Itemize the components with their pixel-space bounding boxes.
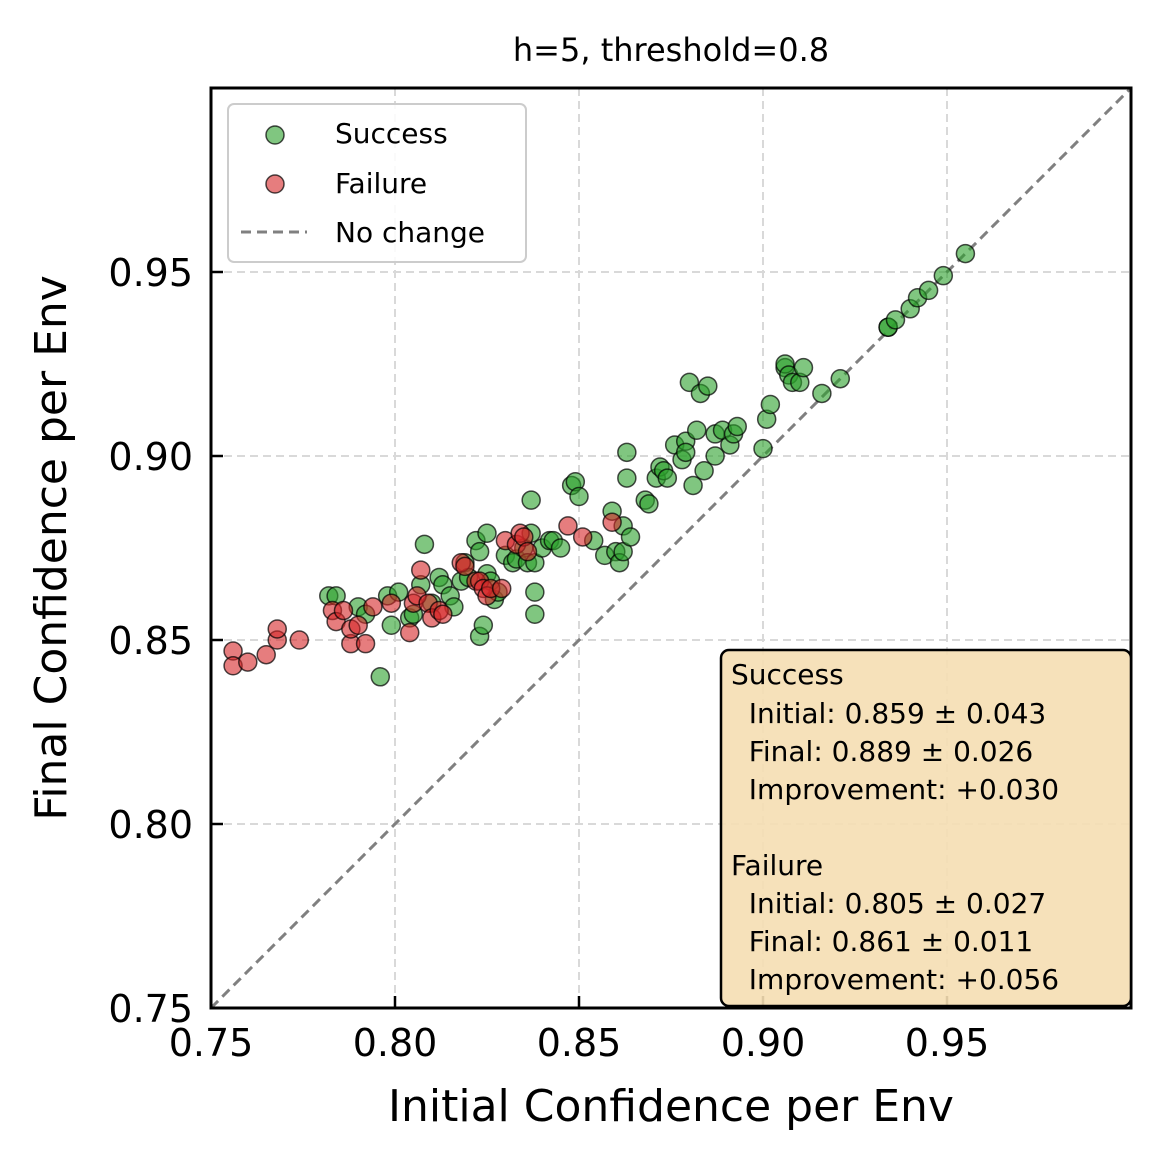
x-tick-label: 0.85 (537, 1021, 622, 1065)
plot-frame (209, 86, 1133, 1010)
legend-success-label: Success (335, 117, 448, 150)
stats-failure-initial: Initial: 0.805 ± 0.027 (731, 887, 1046, 920)
y-tick-label: 0.90 (108, 435, 193, 479)
x-tick-label: 0.90 (721, 1021, 806, 1065)
stats-box: Success Initial: 0.859 ± 0.043 Final: 0.… (719, 648, 1133, 1008)
x-tick-label: 0.75 (169, 1021, 254, 1065)
success-point (727, 416, 747, 437)
chart-title: h=5, threshold=0.8 (513, 31, 829, 69)
stats-success-final: Final: 0.889 ± 0.026 (731, 735, 1033, 768)
success-point (812, 383, 832, 404)
legend-box (227, 103, 527, 263)
success-point (830, 368, 851, 389)
success-point (477, 523, 497, 544)
success-point (617, 442, 637, 463)
failure-point (363, 597, 383, 617)
stats-failure-heading: Failure (731, 849, 823, 882)
legend-failure-marker (265, 174, 285, 194)
stats-failure-improvement: Improvement: +0.056 (731, 963, 1059, 996)
success-point (657, 468, 678, 488)
success-point (639, 494, 659, 514)
stats-box-background (719, 648, 1133, 1008)
success-point (705, 446, 725, 466)
data-points (223, 243, 976, 687)
failure-point (381, 593, 402, 613)
success-point (381, 615, 402, 636)
success-point (473, 615, 494, 636)
series-success (319, 243, 976, 687)
stats-success-improvement: Improvement: +0.030 (731, 773, 1059, 806)
y-tick-label: 0.85 (108, 619, 193, 663)
stats-failure-final: Final: 0.861 ± 0.011 (731, 925, 1033, 958)
success-point (687, 420, 707, 440)
y-tick-labels: 0.75 0.80 0.85 0.90 0.95 (108, 251, 193, 1031)
success-point (569, 486, 589, 507)
series-failure (223, 512, 622, 676)
success-point (521, 490, 541, 510)
failure-point (348, 615, 368, 636)
legend-success-marker (265, 125, 285, 145)
legend-no-change-label: No change (335, 216, 485, 249)
success-point (698, 376, 718, 396)
failure-point (455, 556, 475, 577)
y-tick-label: 0.80 (108, 803, 193, 847)
failure-point (558, 516, 578, 536)
success-point (620, 527, 641, 547)
failure-point (517, 541, 538, 562)
x-tick-label: 0.80 (353, 1021, 438, 1065)
y-tick-label: 0.75 (108, 987, 193, 1031)
stats-success-heading: Success (731, 658, 844, 691)
failure-point (355, 633, 376, 654)
legend-failure-label: Failure (335, 167, 427, 200)
success-point (760, 394, 781, 415)
no-change-reference-line (209, 86, 1133, 1010)
failure-point (491, 578, 512, 599)
success-point (675, 442, 696, 463)
success-point (683, 475, 703, 496)
failure-point (289, 630, 310, 650)
success-point (370, 667, 391, 687)
success-point (753, 438, 773, 459)
failure-point (572, 527, 593, 547)
x-tick-labels: 0.75 0.80 0.85 0.90 0.95 (169, 1021, 990, 1065)
success-point (525, 582, 545, 602)
success-point (694, 460, 714, 481)
failure-point (433, 604, 453, 624)
success-point (955, 243, 976, 264)
y-axis-title: Final Confidence per Env (26, 275, 77, 821)
success-point (617, 468, 637, 488)
success-point (414, 534, 435, 555)
y-tick-label: 0.95 (108, 251, 193, 295)
failure-point (256, 644, 276, 665)
failure-point (333, 600, 354, 621)
x-tick-label: 0.95 (905, 1021, 990, 1065)
success-point (469, 541, 490, 562)
failure-point (267, 619, 287, 639)
success-point (933, 265, 954, 286)
x-axis-title: Initial Confidence per Env (388, 1081, 954, 1132)
failure-point (238, 652, 258, 672)
success-point (550, 538, 571, 558)
success-point (525, 604, 545, 624)
failure-point (399, 622, 420, 643)
success-point (793, 357, 814, 378)
stats-success-initial: Initial: 0.859 ± 0.043 (731, 697, 1046, 730)
legend: Success Failure No change (227, 103, 527, 263)
failure-point (411, 560, 431, 580)
failure-point (602, 512, 622, 532)
success-point (885, 310, 906, 330)
success-point (918, 280, 939, 301)
